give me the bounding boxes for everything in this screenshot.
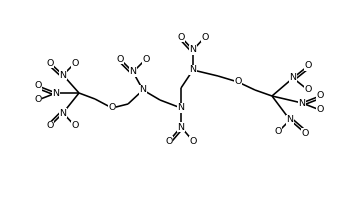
Text: O: O	[165, 136, 173, 146]
Text: O: O	[46, 58, 54, 68]
Text: O: O	[71, 58, 79, 68]
Text: O: O	[142, 54, 150, 64]
Text: O: O	[316, 106, 324, 114]
Text: O: O	[274, 128, 282, 136]
Text: N: N	[189, 46, 197, 54]
Text: O: O	[34, 95, 42, 105]
Text: O: O	[304, 62, 312, 70]
Text: N: N	[299, 98, 305, 108]
Text: O: O	[46, 122, 54, 130]
Text: O: O	[108, 104, 116, 112]
Text: N: N	[289, 73, 297, 83]
Text: N: N	[130, 68, 136, 76]
Text: O: O	[34, 82, 42, 90]
Text: N: N	[60, 70, 66, 80]
Text: N: N	[60, 109, 66, 117]
Text: O: O	[201, 32, 209, 42]
Text: O: O	[316, 91, 324, 101]
Text: O: O	[189, 136, 197, 146]
Text: N: N	[287, 115, 293, 125]
Text: O: O	[116, 54, 124, 64]
Text: N: N	[177, 123, 184, 131]
Text: O: O	[71, 122, 79, 130]
Text: N: N	[189, 66, 197, 74]
Text: N: N	[140, 86, 146, 94]
Text: O: O	[301, 129, 309, 137]
Text: N: N	[177, 104, 184, 112]
Text: O: O	[304, 86, 312, 94]
Text: O: O	[234, 77, 242, 87]
Text: N: N	[53, 89, 60, 97]
Text: O: O	[177, 32, 185, 42]
